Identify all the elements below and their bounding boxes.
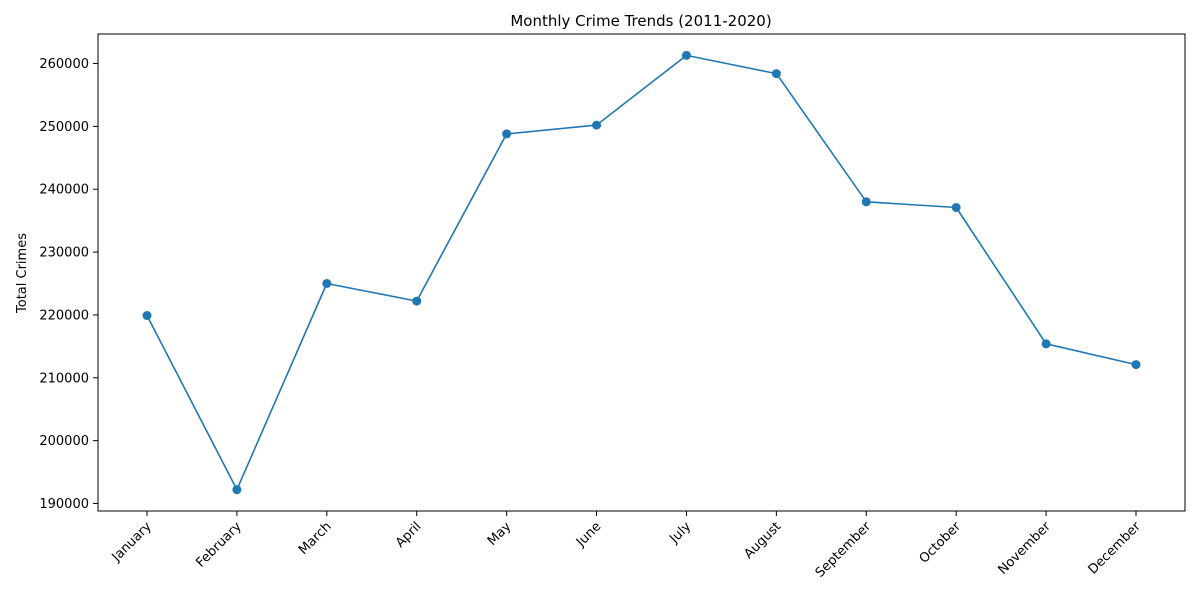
data-point-11	[1131, 360, 1141, 370]
data-point-5	[592, 120, 602, 130]
y-tick-label-6: 250000	[39, 120, 89, 135]
x-tick-label-9: October	[917, 519, 965, 567]
plot-area: 190000 200000 210000 220000 230000 240000 2500…	[39, 33, 1186, 581]
y-tick-label-4: 230000	[39, 246, 89, 261]
data-point-10	[1041, 339, 1051, 349]
y-tick-label-5: 240000	[39, 183, 89, 198]
data-point-0	[142, 311, 152, 321]
data-point-4	[502, 129, 512, 139]
x-tick-label-7: August	[741, 519, 784, 562]
data-point-3	[412, 296, 422, 306]
data-point-9	[951, 202, 961, 212]
x-tick-label-1: February	[193, 519, 245, 571]
y-axis-label: Total Crimes	[15, 233, 30, 314]
data-point-7	[771, 69, 781, 79]
chart-title: Monthly Crime Trends (2011-2020)	[510, 12, 771, 30]
plot-frame	[97, 33, 1186, 512]
y-tick-label-7: 260000	[39, 57, 89, 72]
x-tick-label-0: January	[109, 519, 155, 565]
x-tick-label-11: December	[1086, 519, 1145, 578]
x-tick-label-5: June	[573, 519, 604, 550]
x-tick-label-6: July	[666, 519, 694, 547]
x-tick-label-2: March	[296, 519, 335, 558]
y-tick-label-1: 200000	[39, 434, 89, 449]
series-line-0	[146, 54, 1137, 491]
x-tick-label-10: November	[995, 519, 1054, 578]
y-tick-label-2: 210000	[39, 371, 89, 386]
x-tick-label-8: September	[813, 519, 875, 581]
x-tick-label-3: April	[393, 519, 425, 551]
data-point-8	[861, 197, 871, 207]
data-point-1	[232, 485, 242, 495]
y-tick-label-0: 190000	[39, 497, 89, 512]
data-point-6	[681, 50, 691, 60]
x-tick-label-4: May	[485, 519, 515, 549]
y-tick-label-3: 220000	[39, 308, 89, 323]
data-point-2	[322, 278, 332, 288]
